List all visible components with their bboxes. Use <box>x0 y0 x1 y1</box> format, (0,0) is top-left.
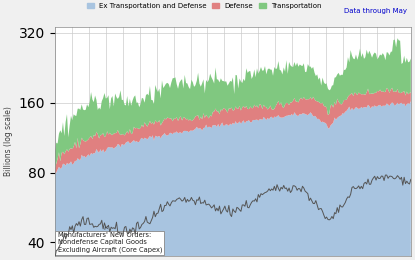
Legend: Ex Transportation and Defense, Defense, Transportation: Ex Transportation and Defense, Defense, … <box>84 1 325 12</box>
Y-axis label: Billions (log scale): Billions (log scale) <box>4 106 13 176</box>
Text: Data through May: Data through May <box>344 8 407 14</box>
Text: Manufacturers' New Orders:
Nondefense Capital Goods
Excluding Aircraft (Core Cap: Manufacturers' New Orders: Nondefense Ca… <box>58 226 162 253</box>
